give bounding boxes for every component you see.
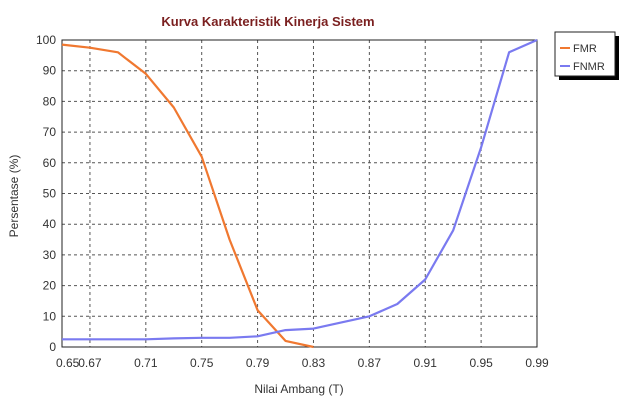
series-line-fmr bbox=[61, 43, 314, 349]
x-tick-label: 0.65 bbox=[56, 356, 80, 370]
y-tick-label: 90 bbox=[43, 64, 57, 78]
series-line-fnmr bbox=[62, 38, 538, 341]
legend-box bbox=[554, 31, 616, 77]
y-tick-label: 70 bbox=[43, 125, 57, 139]
y-tick-label: 0 bbox=[49, 340, 56, 354]
x-tick-label: 0.99 bbox=[525, 356, 549, 370]
y-axis-ticks: 0 10 20 30 40 50 60 70 80 90 100 bbox=[36, 33, 56, 354]
x-tick-label: 0.83 bbox=[302, 356, 326, 370]
x-tick-label: 0.67 bbox=[78, 356, 102, 370]
series-lines bbox=[61, 38, 538, 349]
y-axis-label: Persentase (%) bbox=[7, 155, 21, 238]
x-tick-label: 0.95 bbox=[469, 356, 493, 370]
y-tick-label: 40 bbox=[43, 217, 57, 231]
x-tick-label: 0.91 bbox=[414, 356, 438, 370]
y-tick-label: 20 bbox=[43, 279, 57, 293]
y-tick-label: 50 bbox=[43, 187, 57, 201]
plot-area bbox=[61, 39, 538, 348]
x-tick-label: 0.71 bbox=[134, 356, 158, 370]
y-tick-label: 60 bbox=[43, 156, 57, 170]
legend-label: FMR bbox=[573, 43, 597, 55]
x-axis-ticks: 0.650.67 0.71 0.75 0.79 0.83 0.87 0.91 0.95 0.99 bbox=[56, 356, 549, 370]
y-tick-label: 100 bbox=[36, 33, 56, 47]
chart-title: Kurva Karakteristik Kinerja Sistem bbox=[161, 14, 374, 29]
x-tick-label: 0.75 bbox=[190, 356, 214, 370]
y-tick-label: 30 bbox=[43, 248, 57, 262]
x-axis-label: Nilai Ambang (T) bbox=[254, 382, 343, 396]
x-tick-label: 0.87 bbox=[358, 356, 382, 370]
legend: FMR FNMR bbox=[554, 31, 619, 80]
legend-label: FNMR bbox=[573, 61, 605, 73]
y-tick-label: 80 bbox=[43, 94, 57, 108]
x-tick-label: 0.79 bbox=[246, 356, 270, 370]
y-tick-label: 10 bbox=[43, 309, 57, 323]
